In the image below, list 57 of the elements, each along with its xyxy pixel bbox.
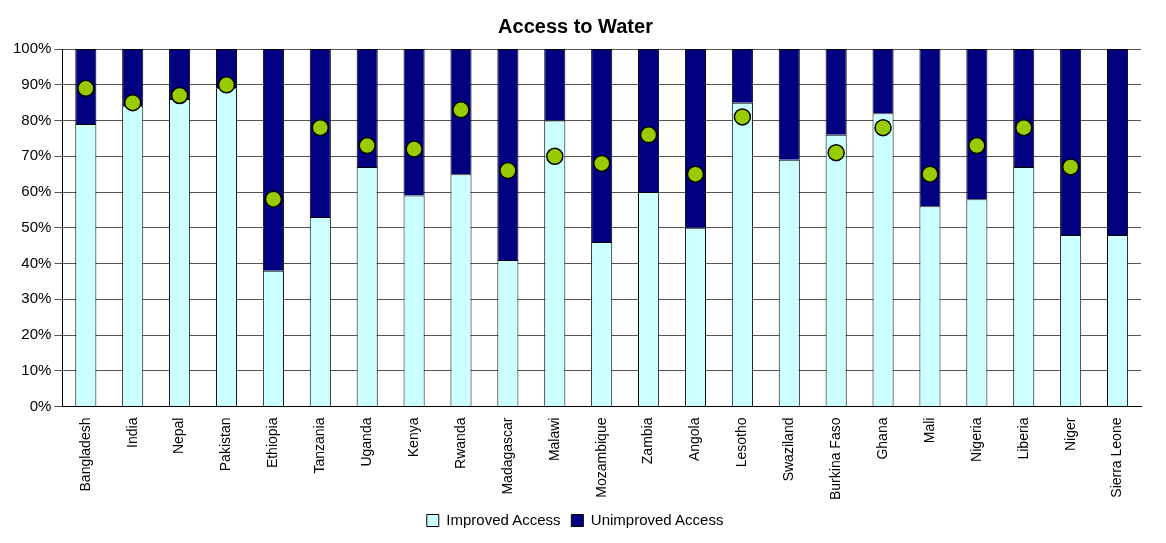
x-tick-label: India	[123, 417, 140, 448]
legend-label: Unimproved Access	[590, 510, 724, 528]
y-tick-label: 40%	[21, 253, 52, 271]
x-tick-label: Bangladesh	[76, 417, 93, 492]
y-tick-label: 0%	[29, 396, 52, 414]
x-tick-label: Ethiopia	[264, 417, 281, 469]
y-tick-label: 20%	[21, 325, 52, 343]
x-tick-label: Uganda	[358, 417, 375, 467]
chart-title: Access to Water	[498, 14, 654, 37]
x-tick-label: Sierra Leone	[1108, 417, 1125, 498]
y-tick-label: 60%	[21, 182, 52, 200]
point	[217, 76, 236, 94]
x-tick-label: Zambia	[639, 417, 656, 465]
point	[546, 147, 564, 166]
point	[827, 143, 845, 162]
x-tick-label: Burkina Faso	[827, 417, 844, 500]
point	[1061, 158, 1080, 176]
point	[499, 161, 517, 180]
x-tick-label: Mali	[920, 417, 937, 444]
point	[686, 165, 705, 183]
x-tick-label: Liberia	[1014, 417, 1031, 460]
x-tick-label: Nigeria	[967, 417, 984, 462]
point	[733, 108, 752, 126]
point	[921, 165, 939, 183]
y-tick-label: 70%	[21, 146, 52, 164]
x-tick-label: Mozambique	[592, 417, 609, 498]
y-tick-label: 30%	[21, 289, 52, 307]
x-tick-label: Malawi	[545, 417, 562, 462]
x-tick-label: Lesotho	[733, 417, 750, 468]
x-tick-label: Madagascar	[498, 417, 515, 495]
x-tick-label: Swaziland	[780, 417, 797, 482]
y-tick-label: 10%	[21, 360, 52, 378]
point	[170, 86, 189, 105]
point	[358, 136, 376, 155]
point	[311, 118, 330, 137]
legend-label: Improved Access	[446, 510, 561, 528]
x-tick-label: Ghana	[873, 417, 890, 460]
x-tick-label: Rwanda	[451, 417, 468, 469]
y-tick-label: 50%	[21, 217, 52, 235]
point	[452, 101, 470, 119]
point	[874, 118, 892, 137]
point	[968, 136, 986, 155]
point	[264, 190, 283, 208]
x-tick-label: Nepal	[170, 417, 187, 455]
x-tick-label: Niger	[1061, 417, 1078, 451]
point	[592, 154, 611, 173]
x-tick-label: Pakistan	[217, 417, 234, 472]
y-tick-label: 100%	[12, 39, 52, 57]
point	[1015, 118, 1033, 137]
x-tick-label: Tanzania	[311, 417, 328, 474]
point	[639, 126, 658, 144]
x-tick-label: Angola	[686, 417, 703, 462]
x-tick-label: Kenya	[404, 417, 421, 458]
y-tick-label: 90%	[21, 74, 52, 92]
y-tick-label: 80%	[21, 110, 52, 128]
point	[123, 93, 142, 112]
point	[405, 140, 423, 158]
